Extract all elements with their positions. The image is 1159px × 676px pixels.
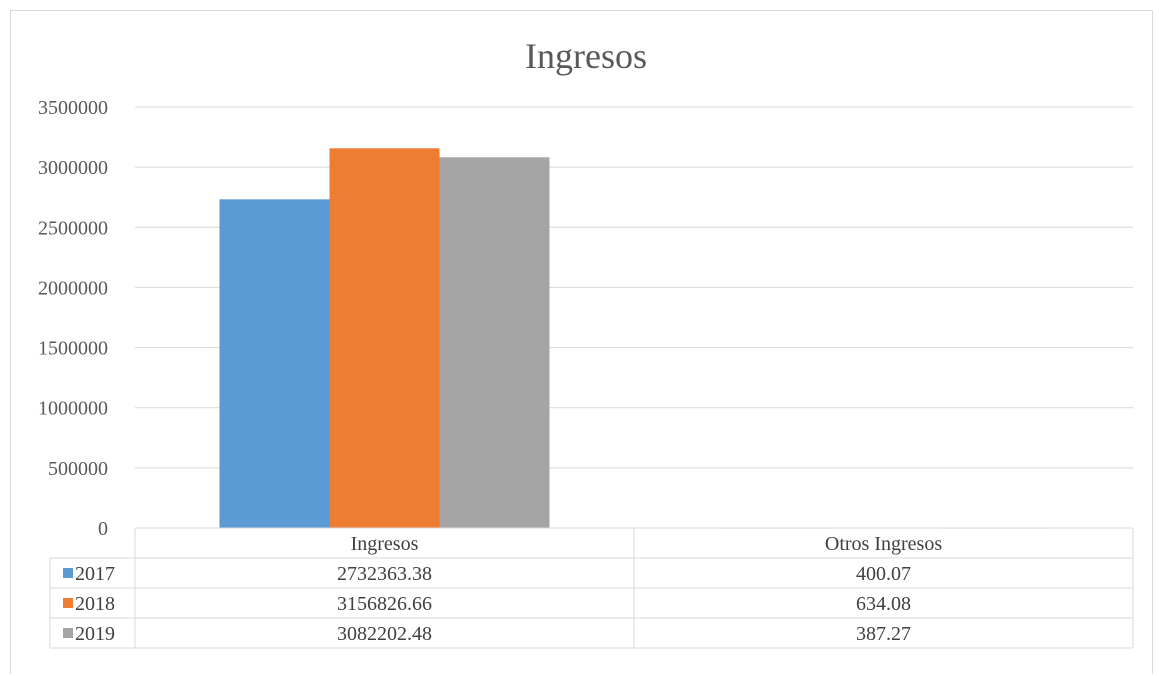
legend-series-name: 2018 [75,593,115,615]
legend-series-name: 2019 [75,623,115,645]
y-tick-label: 0 [98,518,108,540]
x-category-label: Ingresos [351,533,419,555]
legend-series-name: 2017 [75,563,115,585]
legend-swatch-2017 [63,568,73,578]
y-tick-label: 2500000 [38,217,108,239]
data-value-label: 400.07 [856,563,911,585]
legend-swatch-2019 [63,628,73,638]
y-tick-label: 3500000 [38,97,108,119]
y-tick-label: 1500000 [38,338,108,360]
y-tick-label: 1000000 [38,398,108,420]
data-value-label: 3156826.66 [337,593,432,615]
data-value-label: 387.27 [856,623,911,645]
bar-2019-ingresos [439,157,550,528]
x-category-label: Otros Ingresos [825,533,942,555]
y-tick-label: 3000000 [38,157,108,179]
chart-frame [10,10,1153,674]
bar-2017-ingresos [219,199,330,528]
data-value-label: 2732363.38 [337,563,432,585]
data-table: Ingresos Otros Ingresos 2017 2732363.38 400.… [49,527,1134,649]
bar-2018-ingresos [329,148,440,528]
bars [219,148,1049,529]
data-value-label: 634.08 [856,593,911,615]
legend-swatch-2018 [63,598,73,608]
y-axis-tick-labels: 0 500000 1000000 1500000 2000000 2500000 30000… [38,97,108,540]
y-tick-label: 500000 [48,458,108,480]
data-value-label: 3082202.48 [337,623,432,645]
chart-title: Ingresos [525,36,647,76]
y-tick-label: 2000000 [38,277,108,299]
